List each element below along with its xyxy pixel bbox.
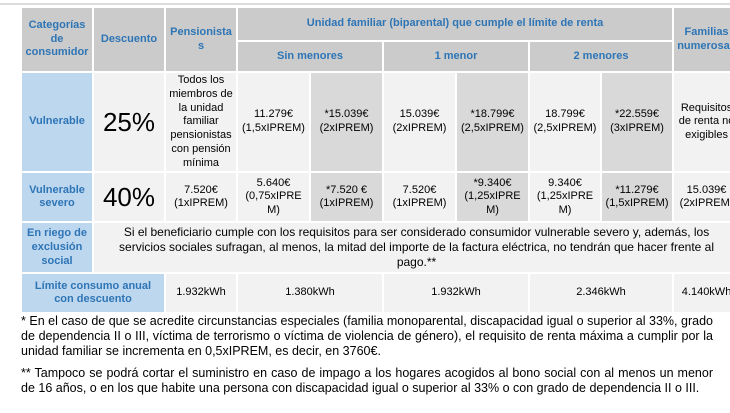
limite-kwh-cell: 1.380kWh — [238, 274, 382, 313]
familias-numerosas-vulnerable-severo: 15.039€ (2xIPREM) — [674, 173, 730, 222]
row-vulnerable-severo: Vulnerable severo 40% 7.520€ (1xIPREM) 5… — [22, 173, 730, 222]
header-2-menores: 2 menores — [530, 42, 673, 71]
header-pensionistas: Pensionistas — [166, 8, 236, 71]
row-label-riesgo-exclusion: En riego de exclusión social — [22, 223, 92, 273]
pensionistas-vulnerable: Todos los miembros de la unidad familiar… — [166, 73, 236, 172]
bono-social-discount-table: Categorías de consumidor Descuento Pensi… — [20, 6, 730, 314]
renta-cell: 15.039€ (2xIPREM) — [384, 73, 455, 172]
header-familias-numerosas: Familias numerosas — [674, 8, 730, 71]
renta-cell: 9.340€ (1,25xIPREM) — [530, 173, 600, 222]
renta-cell: *11.279€ (1,5xIPREM) — [602, 173, 673, 222]
row-limite-consumo: Límite consumo anual con descuento 1.932… — [22, 274, 730, 313]
limite-kwh-cell: 2.346kWh — [530, 274, 673, 313]
header-row-2: Sin menores 1 menor 2 menores — [22, 42, 730, 71]
footnote-asterisk: * En el caso de que se acredite circunst… — [21, 314, 713, 358]
limite-kwh-cell: 1.932kWh — [384, 274, 528, 313]
renta-cell: *7.520 € (1xIPREM) — [311, 173, 382, 222]
limite-kwh-cell: 4.140kWh — [674, 274, 730, 313]
renta-cell: *9.340€ (1,25xIPREM) — [457, 173, 528, 222]
discount-vulnerable: 25% — [94, 73, 164, 172]
renta-cell: 18.799€ (2,5xIPREM) — [530, 73, 600, 172]
renta-cell: 7.520€ (1xIPREM) — [384, 173, 455, 222]
pensionistas-vulnerable-severo: 7.520€ (1xIPREM) — [166, 173, 236, 222]
renta-cell: 5.640€ (0,75xIPREM) — [238, 173, 309, 222]
header-1-menor: 1 menor — [384, 42, 528, 71]
familias-numerosas-vulnerable: Requisitos de renta no exigibles — [674, 73, 730, 172]
discount-vulnerable-severo: 40% — [94, 173, 164, 222]
limite-kwh-cell: 1.932kWh — [166, 274, 236, 313]
renta-cell: *22.559€ (3xIPREM) — [602, 73, 673, 172]
header-row-1: Categorías de consumidor Descuento Pensi… — [22, 8, 730, 71]
row-label-vulnerable-severo: Vulnerable severo — [22, 173, 92, 222]
header-descuento: Descuento — [94, 8, 164, 71]
header-unidad-familiar: Unidad familiar (biparental) que cumple … — [238, 8, 673, 40]
header-categorias-consumidor: Categorías de consumidor — [22, 8, 92, 71]
frame-top-border — [0, 3, 730, 5]
row-vulnerable: Vulnerable 25% Todos los miembros de la … — [22, 73, 730, 172]
footnotes: * En el caso de que se acredite circunst… — [21, 314, 713, 404]
row-riesgo-exclusion: En riego de exclusión social Si el benef… — [22, 223, 730, 273]
renta-cell: *18.799€ (2,5xIPREM) — [457, 73, 528, 172]
footnote-double-asterisk: ** Tampoco se podrá cortar el suministro… — [21, 366, 713, 395]
renta-cell: *15.039€ (2xIPREM) — [311, 73, 382, 172]
row-label-limite-consumo: Límite consumo anual con descuento — [22, 274, 164, 313]
riesgo-exclusion-text: Si el beneficiario cumple con los requis… — [94, 223, 730, 273]
row-label-vulnerable: Vulnerable — [22, 73, 92, 172]
renta-cell: 11.279€ (1,5xIPREM) — [238, 73, 309, 172]
header-sin-menores: Sin menores — [238, 42, 382, 71]
